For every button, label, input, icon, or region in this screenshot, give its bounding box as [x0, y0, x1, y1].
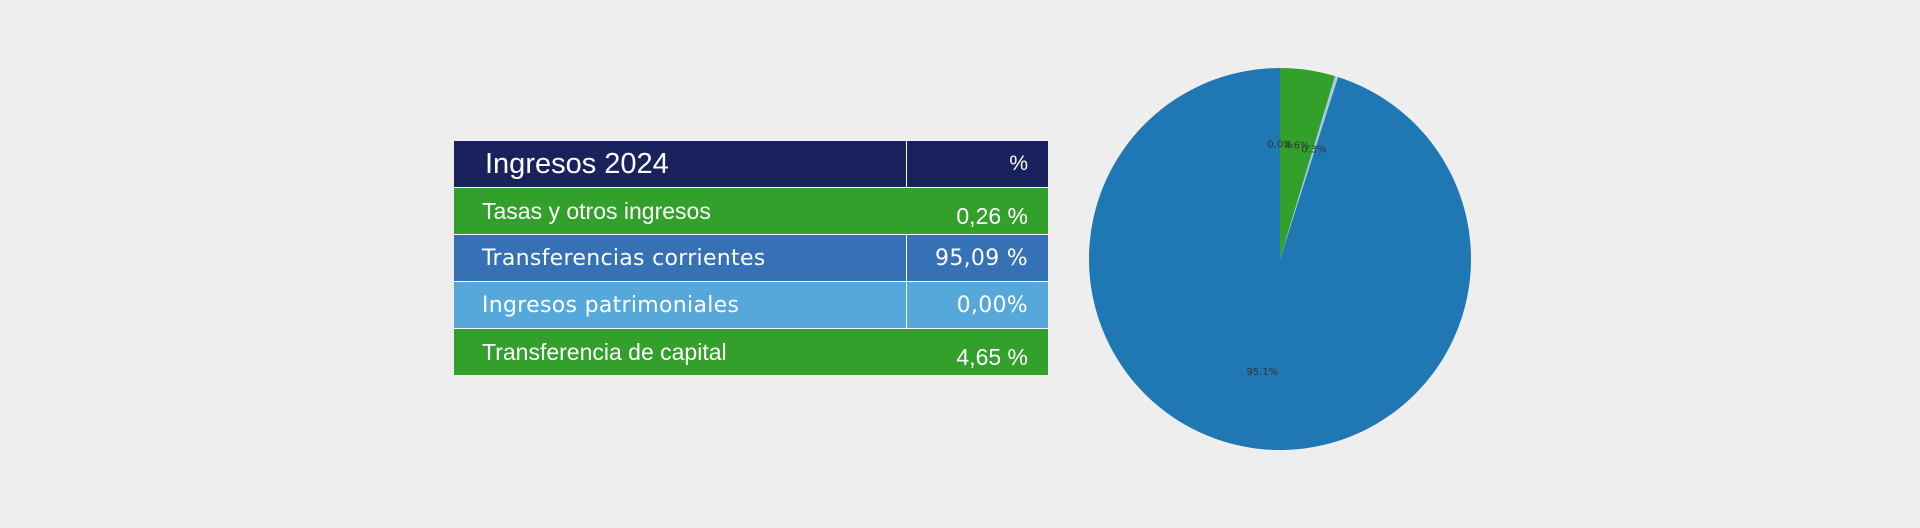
- pie-slice: [1280, 76, 1338, 259]
- pie-slice: [1280, 68, 1336, 259]
- income-table: Ingresos 2024 % Tasas y otros ingresos 0…: [454, 141, 1048, 375]
- table-row: Tasas y otros ingresos 0,26 %: [454, 188, 1048, 235]
- row-value: 95,09 %: [935, 245, 1028, 271]
- row-value: 4,65 %: [956, 343, 1028, 370]
- pie-slice-label: 0.0%: [1267, 139, 1292, 150]
- row-label: Ingresos patrimoniales: [454, 282, 907, 328]
- row-value: 0,00%: [956, 292, 1028, 318]
- table-row: Transferencias corrientes 95,09 %: [454, 235, 1048, 282]
- pie-slice-label: 95.1%: [1247, 367, 1279, 378]
- table-header-row: Ingresos 2024 %: [454, 141, 1048, 188]
- row-value: 0,26 %: [956, 202, 1028, 229]
- income-pie-chart: 95.1% 0.3%4.6%0.0%: [1089, 68, 1471, 450]
- pie-slice-label: 0.3%: [1301, 145, 1326, 156]
- pie-slice-label: 4.6%: [1284, 141, 1309, 152]
- row-label: Tasas y otros ingresos: [454, 188, 907, 234]
- percent-column-header: %: [1009, 152, 1028, 175]
- row-label: Transferencia de capital: [454, 329, 907, 375]
- table-row: Ingresos patrimoniales 0,00%: [454, 282, 1048, 329]
- table-row: Transferencia de capital 4,65 %: [454, 329, 1048, 375]
- table-title: Ingresos 2024: [454, 141, 907, 187]
- row-label: Transferencias corrientes: [454, 235, 907, 281]
